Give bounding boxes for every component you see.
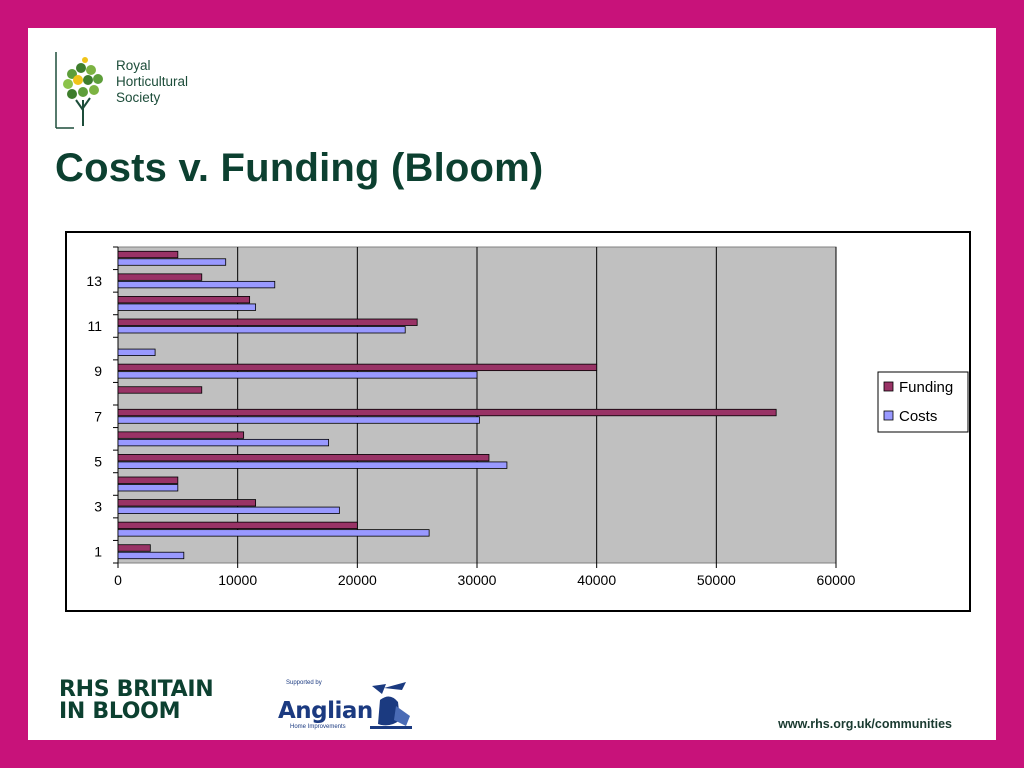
bar-funding	[117, 499, 257, 507]
logo-line: Horticultural	[116, 74, 189, 89]
bloom-line: RHS BRITAIN	[59, 677, 214, 702]
x-tick-label: 0	[114, 572, 122, 588]
legend-swatch	[883, 381, 894, 392]
sponsor-name: Anglian	[278, 698, 373, 724]
bar-funding	[117, 476, 179, 484]
x-tick-label: 10000	[218, 572, 257, 588]
logo-line: Royal	[116, 58, 151, 73]
bar-costs	[117, 416, 480, 424]
y-tick-label: 13	[86, 273, 102, 289]
rhs-logo-text: Royal Horticultural Society	[116, 58, 226, 106]
bloom-line: IN BLOOM	[59, 699, 181, 724]
bar-funding	[117, 544, 151, 552]
x-tick-label: 30000	[458, 572, 497, 588]
rhs-logo: Royal Horticultural Society	[54, 50, 214, 132]
y-tick-label: 11	[87, 318, 102, 334]
legend-swatch	[883, 410, 894, 421]
bar-funding	[117, 521, 358, 530]
rhs-tree-icon	[55, 52, 103, 129]
slide: Royal Horticultural Society Costs v. Fun…	[28, 28, 996, 740]
x-tick-label: 20000	[338, 572, 377, 588]
supported-by-label: Supported by	[286, 680, 322, 686]
sponsor-subtitle: Home Improvements	[290, 724, 346, 730]
bar-costs	[117, 371, 478, 379]
legend-entry: Funding	[899, 379, 953, 396]
y-tick-label: 1	[94, 544, 102, 560]
slide-title: Costs v. Funding (Bloom)	[55, 146, 544, 190]
anglian-knight-icon	[370, 682, 412, 729]
bar-costs	[117, 348, 156, 356]
bar-costs	[117, 438, 330, 447]
bar-costs	[117, 461, 508, 469]
bar-funding	[117, 318, 418, 326]
bar-funding	[117, 250, 179, 259]
bar-costs	[117, 326, 406, 334]
bar-funding	[117, 386, 203, 394]
rhs-britain-in-bloom-logo: RHS BRITAIN IN BLOOM	[59, 677, 214, 724]
bar-chart: 0 10000 20000 30000 40000 50000 60000135791113…	[86, 246, 969, 588]
bar-funding	[117, 454, 490, 462]
x-tick-label: 50000	[697, 572, 736, 588]
chart-frame: 0 10000 20000 30000 40000 50000 60000 1 3 5 7 9 11 13…	[65, 231, 971, 612]
bar-funding	[117, 363, 598, 372]
bar-costs	[117, 484, 179, 492]
bar-funding	[117, 296, 251, 304]
legend-entry: Costs	[899, 408, 937, 425]
bar-costs	[117, 303, 257, 311]
y-tick-label: 7	[94, 408, 102, 424]
website-url: www.rhs.org.uk/communities	[778, 717, 952, 731]
bar-funding	[117, 273, 203, 281]
x-tick-label: 40000	[577, 572, 616, 588]
logo-line: Society	[116, 90, 161, 105]
bar-costs	[117, 258, 227, 266]
bar-costs	[117, 280, 276, 289]
y-tick-label: 5	[94, 453, 102, 469]
bar-funding	[117, 431, 245, 439]
bar-costs	[117, 529, 430, 537]
y-tick-label: 9	[94, 363, 102, 379]
bar-costs	[117, 551, 185, 560]
x-tick-label: 60000	[817, 572, 856, 588]
bar-funding	[117, 408, 777, 417]
y-tick-label: 3	[94, 499, 102, 515]
bar-costs	[117, 506, 340, 514]
